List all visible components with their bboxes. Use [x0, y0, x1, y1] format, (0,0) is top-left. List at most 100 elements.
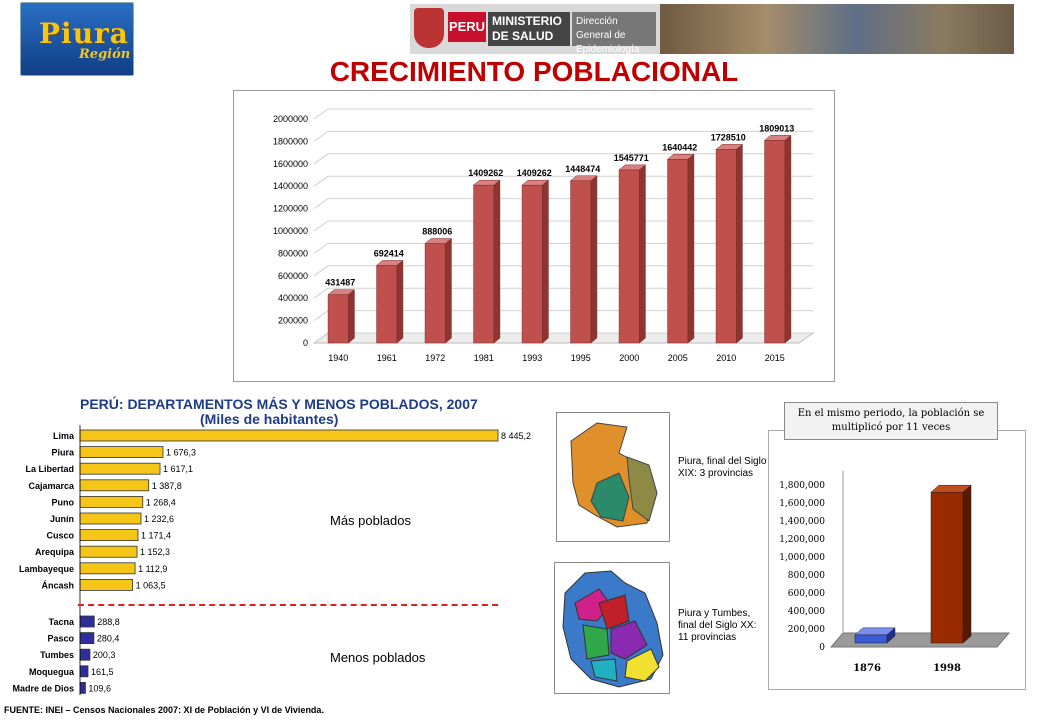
dept-value-label: 8 445,2 — [501, 431, 531, 441]
separator-dashed-line — [78, 604, 498, 606]
chart3-bar — [930, 491, 964, 644]
dept-category-label: Tumbes — [40, 650, 74, 660]
dept-category-label: Áncash — [41, 580, 74, 590]
chart1-xtick-label: 1972 — [425, 353, 445, 363]
dept-category-label: Madre de Dios — [12, 683, 74, 693]
header-photo — [660, 4, 1014, 54]
dept-bar — [79, 529, 139, 541]
chart1-bar-side — [348, 289, 355, 344]
chart3-ytick-label: 1,000,000 — [779, 553, 825, 563]
direccion-label: Dirección General de Epidemiología — [572, 12, 656, 55]
dept-bar — [79, 462, 161, 475]
chart3-bar-side — [886, 627, 896, 644]
dept-category-label: Lambayeque — [19, 564, 74, 574]
chart1-ytick-label: 1400000 — [273, 181, 308, 191]
chart1-bar-side — [542, 179, 549, 344]
dept-category-label: Piura — [51, 448, 75, 458]
more-populated-label: Más poblados — [330, 513, 411, 528]
chart1-bar — [376, 265, 398, 344]
piura-region-logo: Piura Región — [20, 2, 134, 76]
chart1-bar — [570, 180, 592, 344]
dept-category-label: La Libertad — [25, 464, 74, 474]
dept-value-label: 1 617,1 — [163, 464, 193, 474]
chart1-bar — [715, 149, 737, 344]
dept-value-label: 1 171,4 — [141, 531, 171, 541]
chart1-xtick-label: 2010 — [716, 353, 736, 363]
dept-value-label: 288,8 — [97, 617, 120, 627]
chart3-bar-side — [962, 484, 972, 644]
comparison-chart-frame: 0 200,000 400,000 600,000 800,000 1,000,000 1,… — [768, 430, 1026, 690]
map-piura-19th-century — [556, 412, 670, 542]
dept-category-label: Pasco — [47, 634, 74, 644]
dept-value-label: 200,3 — [93, 650, 116, 660]
dept-category-label: Moquegua — [29, 667, 75, 677]
chart1-ytick-label: 200000 — [278, 316, 308, 326]
chart1-gridline-side — [313, 153, 329, 165]
chart1-xtick-label: 1940 — [328, 353, 348, 363]
chart1-xtick-label: 2000 — [619, 353, 639, 363]
chart1-gridline-side — [313, 220, 329, 232]
map-20th-century-image — [562, 570, 664, 688]
chart1-ytick-label: 1600000 — [273, 159, 308, 169]
dept-bar — [79, 562, 136, 575]
chart1-gridline-side — [313, 242, 329, 254]
chart3-ytick-label: 800,000 — [788, 571, 825, 581]
map2-caption: Piura y Tumbes, final del Siglo XX: 11 p… — [678, 608, 757, 643]
chart3-ytick-label: 600,000 — [788, 589, 825, 599]
logo-subtext: Región — [79, 47, 131, 62]
chart1-bar-side — [445, 238, 452, 344]
chart3-ytick-label: 400,000 — [788, 607, 825, 617]
dept-category-label: Lima — [53, 431, 75, 441]
dept-value-label: 109,6 — [88, 683, 111, 693]
chart3-xtick-label: 1998 — [933, 663, 961, 674]
chart1-data-label: 888006 — [422, 227, 452, 237]
dept-category-label: Junín — [50, 514, 74, 524]
dept-bar — [79, 446, 164, 459]
chart1-ytick-label: 1800000 — [273, 136, 308, 146]
chart1-bar — [424, 243, 446, 344]
departments-chart-subtitle: (Miles de habitantes) — [200, 411, 339, 427]
dept-bar — [79, 632, 95, 645]
chart1-gridline-side — [313, 108, 329, 120]
dept-bar — [79, 681, 86, 694]
dept-category-label: Tacna — [49, 617, 75, 627]
dept-value-label: 280,4 — [97, 634, 120, 644]
chart3-ytick-label: 1,200,000 — [779, 535, 825, 545]
chart1-bar — [521, 184, 543, 344]
map-19th-century-image — [570, 422, 658, 528]
chart1-ytick-label: 600000 — [278, 271, 308, 281]
dept-value-label: 1 268,4 — [146, 497, 176, 507]
chart1-ytick-label: 1000000 — [273, 226, 308, 236]
chart3-ytick-label: 1,800,000 — [779, 481, 825, 491]
dept-bar — [79, 429, 499, 442]
chart1-ytick-label: 800000 — [278, 248, 308, 258]
population-chart-frame: 0 200000 400000 600000 800000 1000000 1200000 1… — [233, 90, 835, 382]
dept-value-label: 1 676,3 — [166, 448, 196, 458]
source-note: FUENTE: INEI – Censos Nacionales 2007: X… — [4, 705, 324, 715]
chart1-bar — [327, 294, 349, 344]
chart1-ytick-label: 2000000 — [273, 114, 308, 124]
chart1-data-label: 1728510 — [711, 132, 746, 142]
chart1-gridline-side — [313, 310, 329, 322]
chart3-bar — [854, 634, 888, 644]
chart1-data-label: 1409262 — [468, 168, 503, 178]
dept-value-label: 1 063,5 — [136, 580, 166, 590]
dept-value-label: 1 387,8 — [152, 481, 182, 491]
chart3-ytick-label: 200,000 — [788, 625, 825, 635]
peru-crest-icon — [414, 8, 444, 48]
chart1-bar — [473, 184, 495, 344]
comparison-chart: 0 200,000 400,000 600,000 800,000 1,000,000 1,… — [779, 471, 1011, 674]
dept-bar — [79, 545, 138, 558]
map1-caption: Piura, final del Siglo XIX: 3 provincias — [678, 456, 767, 479]
chart1-bar-side — [639, 164, 646, 344]
dept-bar — [79, 615, 95, 628]
chart3-xtick-label: 1876 — [853, 663, 881, 674]
chart1-bar-side — [493, 179, 501, 344]
chart1-data-label: 1809013 — [759, 123, 794, 133]
dept-bar — [79, 512, 142, 525]
departments-chart: Lima 8 445,2 Piura 1 676,3 La Libertad 1 617,… — [12, 425, 531, 695]
dept-value-label: 161,5 — [91, 667, 114, 677]
logo-text: Piura — [39, 17, 129, 50]
ministerio-label: MINISTERIO DE SALUD — [488, 12, 570, 46]
chart1-data-label: 692414 — [374, 248, 404, 258]
